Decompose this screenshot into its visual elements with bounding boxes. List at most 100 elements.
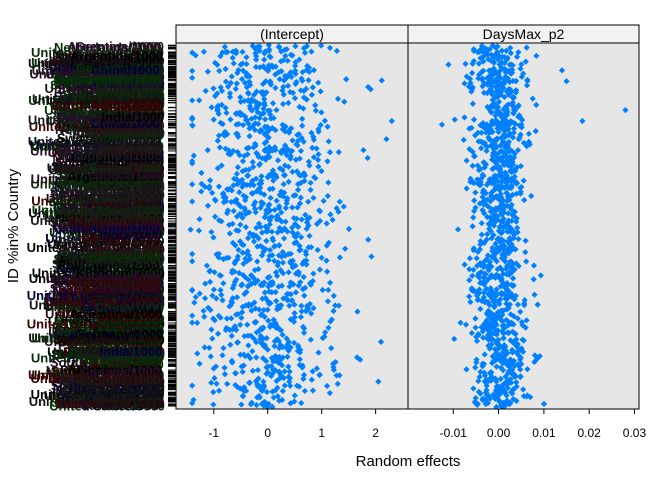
data-point (326, 279, 334, 286)
data-point (306, 280, 314, 287)
data-point (513, 397, 520, 404)
group-label: United States/3000 (48, 326, 164, 341)
data-point (240, 121, 247, 129)
data-point (245, 120, 252, 127)
data-point (515, 351, 522, 358)
data-point (217, 84, 224, 91)
data-point (473, 333, 480, 340)
group-label: India/1000 (97, 88, 160, 103)
group-label: Germany/1000 (72, 172, 161, 187)
data-point (266, 273, 273, 281)
group-label: Germany/1000 (75, 60, 164, 75)
data-point (253, 233, 260, 240)
group-label: Switzerland/1000 (57, 119, 162, 134)
data-point (365, 83, 372, 91)
group-label: Greece/1000 (83, 316, 160, 331)
data-point (305, 64, 313, 71)
data-point (226, 90, 234, 97)
group-label: Germany/1000 (71, 176, 160, 191)
data-point (234, 256, 241, 263)
data-point (189, 158, 196, 165)
data-point (469, 223, 476, 230)
data-point (295, 131, 303, 138)
data-point (261, 102, 268, 109)
group-label: Greece/1000 (83, 120, 160, 135)
data-point (335, 149, 342, 156)
group-label: United Kingdom/2000 (28, 93, 161, 108)
data-point (250, 335, 257, 342)
data-point (325, 179, 332, 186)
data-point (253, 401, 260, 409)
data-point (518, 61, 525, 68)
data-point (327, 211, 334, 218)
data-point (284, 57, 291, 64)
data-point (309, 144, 316, 151)
data-point (256, 101, 263, 108)
strip-label-intercept: (Intercept) (260, 26, 324, 42)
group-label: Argentina/1000 (69, 60, 162, 75)
data-point (492, 218, 499, 225)
data-point (494, 315, 501, 322)
data-point (488, 67, 495, 74)
data-point (267, 115, 275, 122)
group-label: India/1000 (99, 315, 162, 330)
group-label: United States/3000 (46, 363, 162, 378)
data-point (238, 176, 246, 183)
group-label: China/1000 (91, 62, 160, 77)
data-point (281, 368, 288, 375)
data-point (509, 102, 517, 109)
group-label: Netherlands/1000 (55, 49, 163, 64)
data-point (474, 162, 481, 169)
data-point (315, 126, 322, 133)
x-tick-label: 1 (318, 426, 325, 440)
data-point (288, 297, 295, 304)
data-point (291, 95, 299, 102)
data-point (499, 228, 506, 235)
data-point (249, 159, 256, 166)
data-point (504, 154, 511, 161)
data-point (462, 321, 470, 328)
data-point (475, 75, 482, 82)
data-point (255, 220, 263, 227)
data-point (246, 209, 253, 216)
data-point (500, 84, 507, 92)
data-point (275, 354, 283, 361)
data-point (208, 379, 215, 386)
data-point (490, 246, 498, 253)
data-point (204, 146, 211, 154)
group-label: China/1000 (96, 379, 165, 394)
data-point (240, 362, 247, 369)
group-label: United Kingdom/2000 (32, 265, 165, 280)
data-point (288, 125, 295, 132)
group-label: Germany/1000 (75, 380, 164, 395)
data-point (301, 292, 308, 299)
data-point (457, 319, 464, 326)
data-point (502, 295, 509, 302)
data-point (258, 252, 266, 259)
data-point (503, 108, 510, 116)
group-label: India/1000 (98, 272, 161, 287)
data-point (470, 214, 477, 221)
group-label: United States/3000 (49, 399, 165, 414)
data-point (367, 86, 374, 93)
group-label: India/1000 (99, 248, 162, 263)
group-label: United States/3000 (44, 56, 160, 71)
group-label: Canada/1000 (82, 356, 162, 371)
data-point (251, 205, 259, 213)
data-point (265, 62, 272, 69)
data-point (303, 43, 311, 50)
data-point (189, 97, 196, 104)
data-point (189, 319, 196, 326)
group-label: Netherlands/1000 (53, 105, 161, 120)
group-label: Switzerland/1000 (56, 180, 161, 195)
data-point (276, 397, 283, 404)
data-point (196, 290, 203, 297)
data-point (226, 326, 233, 333)
data-point (196, 360, 203, 367)
data-point (484, 231, 491, 238)
group-label: Switzerland/1000 (57, 97, 162, 112)
group-label: South Africa/1000 (51, 395, 160, 410)
data-point (226, 303, 233, 310)
group-label: United States/3000 (43, 294, 159, 309)
data-point (308, 310, 315, 317)
